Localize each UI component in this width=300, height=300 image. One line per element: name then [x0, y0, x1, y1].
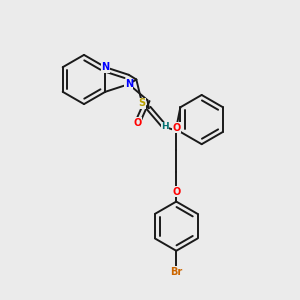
Text: S: S [139, 98, 146, 108]
Text: O: O [133, 118, 142, 128]
Text: N: N [101, 62, 110, 72]
Text: N: N [124, 79, 133, 89]
Text: O: O [172, 187, 180, 197]
Text: O: O [172, 123, 180, 133]
Text: H: H [161, 122, 169, 131]
Text: Br: Br [170, 267, 182, 277]
